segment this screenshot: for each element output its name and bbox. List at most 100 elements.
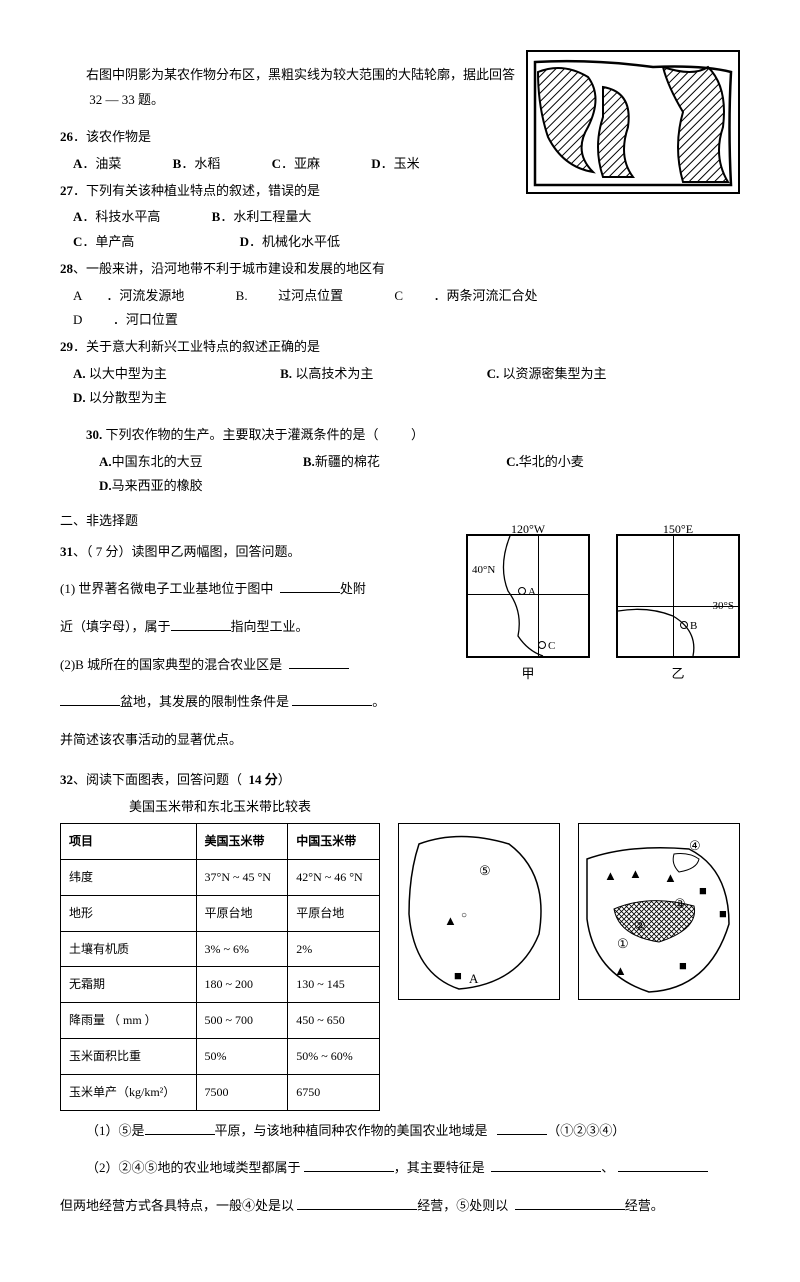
blank [171,617,231,631]
table-row: 土壤有机质3% ~ 6%2% [61,931,380,967]
q29-stem: ．关于意大利新兴工业特点的叙述正确的是 [73,339,320,354]
opt-label: A [73,284,82,309]
opt-label: A. [73,366,86,381]
q26-a: ．油菜 [82,152,121,177]
q27-a: ．科技水平高 [82,205,160,230]
q28-a: ．河流发源地 [106,284,184,309]
opt-label: A [73,209,82,224]
china-ne-map: ⑤ ▲ ○ ■ A [398,823,560,1000]
q28-c: ．两条河流汇合处 [434,284,538,309]
opt-label: B. [236,284,254,309]
q26-d: ．玉米 [381,152,420,177]
q26-stem: ．该农作物是 [73,129,151,144]
q32-p3: 但两地经营方式各具特点，一般④处是以 经营，⑤处则以 经营。 [60,1194,740,1219]
q30-stem: 下列农作物的生产。主要取决于灌溉条件的是（ [106,427,379,442]
q27-c: ．单产高 [82,230,134,255]
square-icon: ■ [679,954,687,979]
square-icon: ■ [699,879,707,904]
corn-belt-table: 项目 美国玉米带 中国玉米带 纬度37°N ~ 45 °N42°N ~ 46 °… [60,823,380,1110]
opt-label: C [73,234,82,249]
table-row: 纬度37°N ~ 45 °N42°N ~ 46 °N [61,859,380,895]
map-yi: 150°E 30°S B [616,534,740,658]
point-A: A [518,582,536,603]
q26-c: ．亚麻 [281,152,320,177]
opt-label: C. [506,454,519,469]
q27-d: ．机械化水平低 [249,230,340,255]
col-h: 美国玉米带 [196,824,288,860]
q31-head: 、（ 7 分）读图甲乙两幅图，回答问题。 [73,544,301,559]
q27-stem: ．下列有关该种植业特点的叙述，错误的是 [73,183,320,198]
q29-d: 以分散型为主 [89,386,229,411]
blank [292,692,372,706]
q28-num: 28 [60,261,73,276]
opt-label: B. [280,366,292,381]
triangle-icon: ▲ [444,909,457,934]
triangle-icon: ▲ [604,864,617,889]
q27-num: 27 [60,183,73,198]
q29-options: A. 以大中型为主 B. 以高技术为主 C. 以资源密集型为主 D. 以分散型为… [60,362,740,411]
q27-options: A．科技水平高 B．水利工程量大 C．单产高 D．机械化水平低 [60,205,740,254]
circ4: ④ [689,834,701,859]
opt-label: B [212,209,221,224]
q30-c: 华北的小麦 [519,450,659,475]
blank [60,692,120,706]
q30-tail: ） [411,427,424,442]
map-yi-wrap: 150°E 30°S B 乙 [616,534,740,687]
opt-label: D [240,234,249,249]
triangle-icon: ▲ [614,959,627,984]
table-header: 项目 美国玉米带 中国玉米带 [61,824,380,860]
q32-pts: 14 分 [249,772,278,787]
q31-num: 31 [60,544,73,559]
opt-label: D. [99,478,112,493]
q28-d: ．河口位置 [113,308,178,333]
q30: 30. 下列农作物的生产。主要取决于灌溉条件的是（ ） [60,423,740,448]
blank [304,1158,394,1172]
rice-distribution-map [526,50,740,194]
q29-num: 29 [60,339,73,354]
opt-label: D [371,156,380,171]
table-row: 降雨量 （ mm ）500 ~ 700450 ~ 650 [61,1003,380,1039]
yi-caption: 乙 [616,662,740,687]
q28-b: 过河点位置 [278,284,343,309]
q28: 28、一般来讲，沿河地带不利于城市建设和发展的地区有 [60,257,740,282]
q30-b: 新疆的棉花 [315,450,455,475]
q32-table-title: 美国玉米带和东北玉米带比较表 [60,795,380,820]
q32-row: 项目 美国玉米带 中国玉米带 纬度37°N ~ 45 °N42°N ~ 46 °… [60,823,740,1110]
blank [491,1158,601,1172]
q29-a: 以大中型为主 [89,362,229,387]
col-h: 中国玉米带 [288,824,380,860]
map-jia: 120°W 40°N A C [466,534,590,658]
q30-d: 马来西亚的橡胶 [112,474,252,499]
table-row: 地形平原台地平原台地 [61,895,380,931]
opt-label: C. [487,366,500,381]
circ3: ③ [674,892,686,917]
label-A: A [469,967,478,992]
square-icon: ■ [719,902,727,927]
blank [145,1121,215,1135]
square-icon: ■ [454,964,462,989]
q29: 29．关于意大利新兴工业特点的叙述正确的是 [60,335,740,360]
table-row: 玉米单产（kg/km²）75006750 [61,1074,380,1110]
opt-label: C [272,156,281,171]
table-row: 玉米面积比重50%50% ~ 60% [61,1038,380,1074]
q30-options: A.中国东北的大豆 B.新疆的棉花 C.华北的小麦 D.马来西亚的橡胶 [60,450,740,499]
q31-maps: 120°W 40°N A C 甲 150°E 30°S B 乙 [466,534,740,687]
blank [297,1196,417,1210]
map-jia-wrap: 120°W 40°N A C 甲 [466,534,590,687]
jia-caption: 甲 [466,662,590,687]
q29-c: 以资源密集型为主 [502,362,642,387]
table-row: 无霜期180 ~ 200130 ~ 145 [61,967,380,1003]
blank [618,1158,708,1172]
intro-range: 32 — 33 题。 [89,92,164,107]
q32: 32、阅读下面图表，回答问题（ 14 分） [60,768,740,793]
q31-p3: 并简述该农事活动的显著优点。 [60,728,740,753]
q31-p2-line2: 盆地，其发展的限制性条件是 。 [60,690,740,715]
q26-num: 26 [60,129,73,144]
q30-num: 30. [86,427,102,442]
circ1: ① [617,932,629,957]
opt-label: D [73,308,89,333]
blank [289,655,349,669]
q32-head: 、阅读下面图表，回答问题（ [73,772,242,787]
q32-p1: （1）⑤是平原，与该地种植同种农作物的美国农业地域是 （①②③④） [60,1119,740,1144]
triangle-icon: ▲ [664,866,677,891]
